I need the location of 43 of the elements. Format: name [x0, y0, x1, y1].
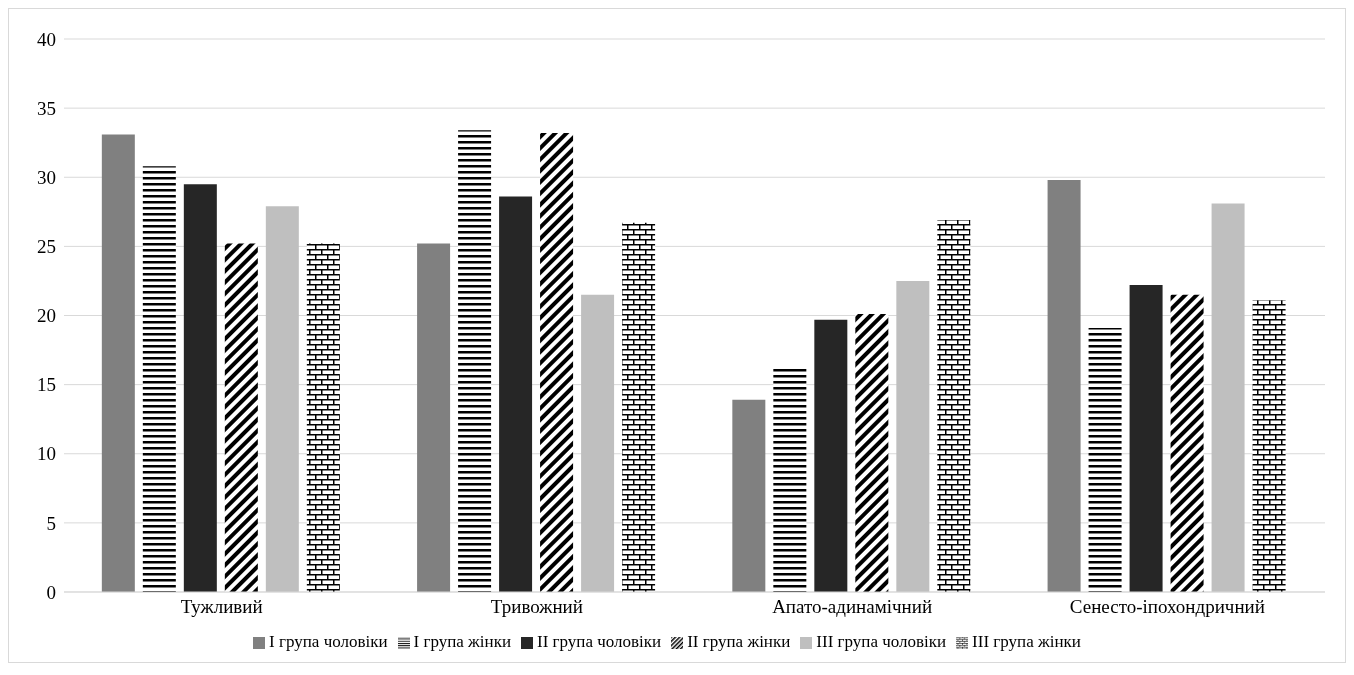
bar [458, 130, 492, 592]
legend-label: III група чоловіки [816, 632, 947, 651]
x-tick-label: Сенесто-іпохондричний [1069, 596, 1265, 618]
x-tick-label: Апато-адинамічний [772, 596, 933, 618]
y-tick-label: 25 [37, 236, 56, 258]
bar [142, 166, 176, 592]
bar [1129, 285, 1163, 592]
bar [1211, 203, 1245, 592]
bar [855, 314, 889, 592]
bar [814, 319, 848, 592]
bar [1170, 294, 1204, 592]
bar [1088, 327, 1122, 592]
bar [896, 280, 930, 592]
legend-label: I група чоловіки [269, 632, 388, 651]
bar [1047, 180, 1081, 592]
bar [265, 206, 299, 592]
bar [732, 399, 766, 592]
legend-label: III група жінки [972, 632, 1081, 651]
bar [101, 134, 135, 592]
y-tick-label: 10 [37, 443, 56, 465]
bar [581, 294, 615, 592]
y-tick-label: 15 [37, 374, 56, 396]
legend-label: II група чоловіки [537, 632, 662, 651]
bar [540, 133, 574, 592]
y-tick-label: 35 [37, 97, 56, 119]
bar [773, 368, 807, 592]
x-tick-label: Тужливий [180, 596, 263, 618]
bar [306, 243, 340, 592]
bar [224, 243, 258, 592]
bar [417, 243, 451, 592]
bar [183, 184, 217, 592]
y-tick-label: 5 [46, 512, 56, 534]
y-tick-label: 30 [37, 166, 56, 188]
bar [937, 220, 971, 592]
x-tick-label: Тривожний [490, 596, 583, 618]
bar [499, 196, 533, 592]
bar [1252, 300, 1286, 592]
legend-label: II група жінки [687, 632, 791, 651]
y-tick-label: 20 [37, 305, 56, 327]
legend-label: I група жінки [413, 632, 512, 651]
bar [622, 222, 656, 592]
y-tick-label: 0 [46, 581, 56, 603]
y-tick-label: 40 [37, 28, 56, 50]
